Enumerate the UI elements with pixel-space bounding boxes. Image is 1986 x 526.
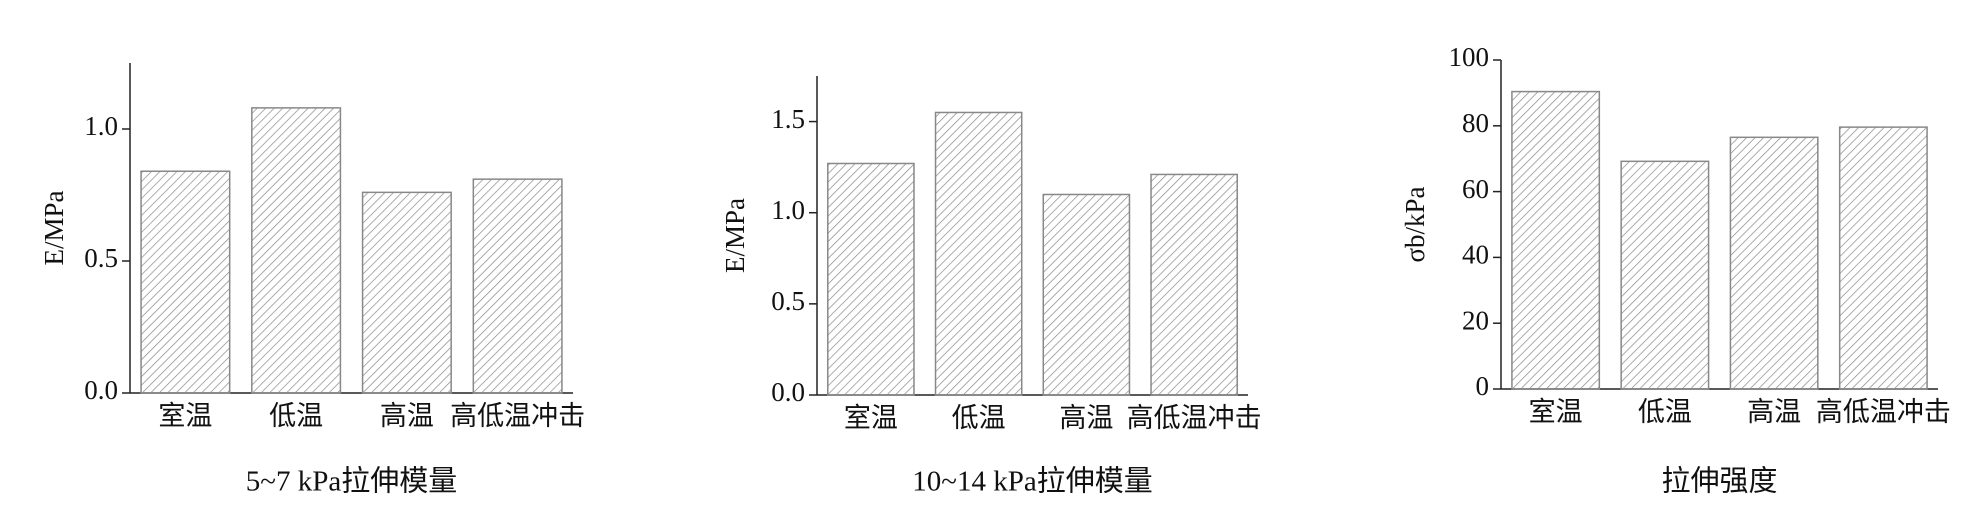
y-tick-label: 80 <box>1462 108 1489 138</box>
y-tick-label: 0 <box>1476 371 1490 401</box>
y-axis-label: E/MPa <box>720 198 750 273</box>
y-tick-label: 0.0 <box>771 377 805 407</box>
bar <box>251 107 342 394</box>
y-tick-label: 60 <box>1462 174 1489 204</box>
y-tick-label: 0.5 <box>84 243 118 273</box>
y-tick-label: 1.0 <box>84 111 118 141</box>
y-tick-label: 100 <box>1449 42 1490 72</box>
bar <box>361 191 452 394</box>
y-tick-label: 20 <box>1462 305 1489 335</box>
bar <box>1150 173 1238 396</box>
y-tick-label: 1.0 <box>771 195 805 225</box>
x-tick-label: 低温 <box>952 403 1006 433</box>
y-axis-label: E/MPa <box>39 190 69 265</box>
chart-title: 5~7 kPa拉伸模量 <box>246 465 457 498</box>
x-tick-label: 高低温冲击 <box>1816 397 1951 427</box>
bar <box>934 111 1023 396</box>
y-tick-label: 0.0 <box>84 375 118 405</box>
x-tick-label: 高温 <box>1747 397 1801 427</box>
bar <box>140 170 231 394</box>
chart-title: 拉伸强度 <box>1661 465 1777 498</box>
bar <box>472 178 563 394</box>
x-tick-label: 高低温冲击 <box>1127 403 1262 433</box>
x-tick-label: 高低温冲击 <box>450 401 585 431</box>
bar <box>1838 126 1928 390</box>
bar <box>1620 160 1710 390</box>
y-tick-label: 0.5 <box>771 286 805 316</box>
bar <box>1729 136 1819 390</box>
y-axis-label: σb/kPa <box>1400 186 1430 262</box>
x-tick-label: 低温 <box>1638 397 1692 427</box>
x-tick-label: 高温 <box>380 401 434 431</box>
x-tick-label: 室温 <box>158 401 212 431</box>
x-tick-label: 低温 <box>269 401 323 431</box>
x-tick-label: 室温 <box>844 403 898 433</box>
x-tick-label: 室温 <box>1529 397 1583 427</box>
y-tick-label: 1.5 <box>771 104 805 134</box>
bar <box>1042 193 1131 396</box>
chart-title: 10~14 kPa拉伸模量 <box>912 465 1152 498</box>
y-tick-label: 40 <box>1462 240 1489 270</box>
x-tick-label: 高温 <box>1059 403 1113 433</box>
bar <box>1511 90 1601 390</box>
bar <box>827 162 915 396</box>
